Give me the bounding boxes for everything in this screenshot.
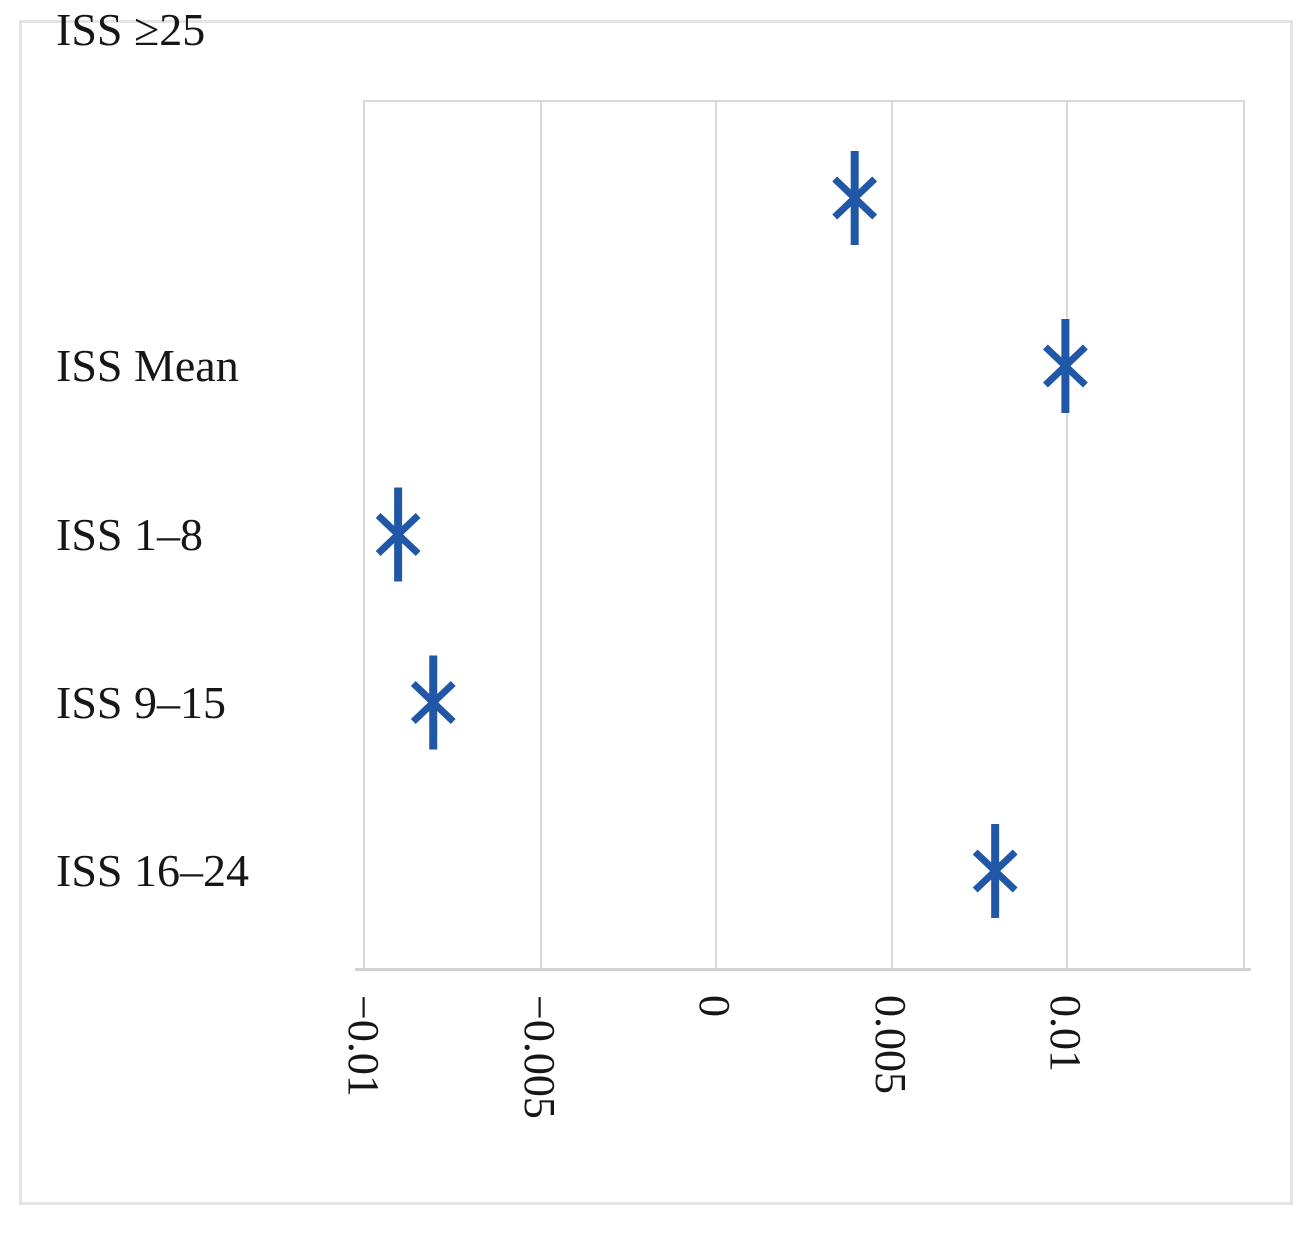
x-tick-label: −0.005	[514, 995, 564, 1119]
data-point-marker	[832, 176, 878, 220]
x-axis-line	[355, 968, 1251, 971]
plot-area	[363, 100, 1245, 970]
data-point-marker	[375, 512, 421, 557]
x-tick-label: 0.005	[865, 995, 915, 1094]
x-tick-label: 0	[690, 995, 740, 1017]
gridline	[715, 102, 718, 968]
gridline	[890, 102, 893, 968]
category-label-iss-1-8: ISS 1–8	[56, 509, 203, 560]
data-marker-layer	[375, 151, 1088, 918]
category-label-iss-ge-25: ISS ≥25	[56, 4, 206, 55]
data-point-marker	[1042, 344, 1088, 388]
gridline	[539, 102, 542, 968]
data-point-marker	[410, 680, 456, 725]
gridline	[1066, 102, 1069, 968]
category-label-iss-9-15: ISS 9–15	[56, 677, 226, 728]
data-point-marker	[972, 849, 1018, 893]
category-label-iss-16-24: ISS 16–24	[56, 845, 249, 896]
x-tick-label: 0.01	[1041, 995, 1091, 1072]
x-tick-label: −0.01	[339, 995, 388, 1097]
category-label-iss-mean: ISS Mean	[56, 340, 239, 391]
